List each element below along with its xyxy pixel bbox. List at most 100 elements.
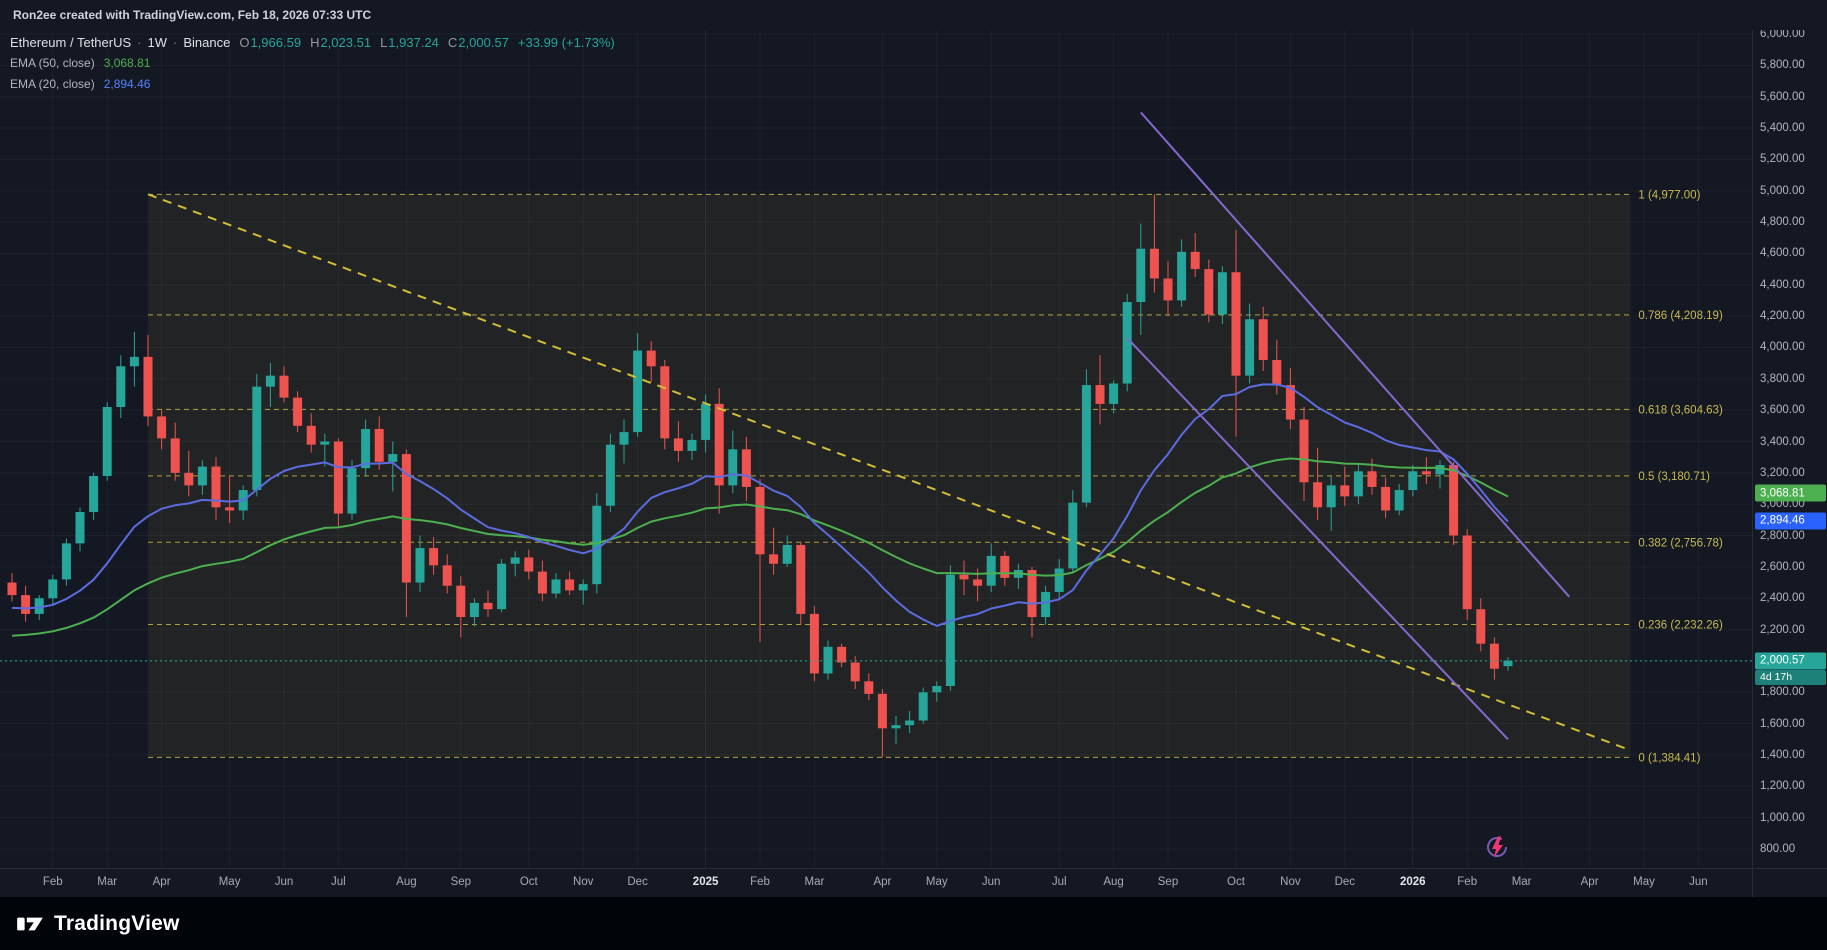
price-axis-label: 1,000.00 [1760, 811, 1805, 824]
candle [510, 557, 520, 564]
candle [565, 579, 575, 591]
price-axis-label: 3,600.00 [1760, 404, 1805, 417]
candle [1081, 385, 1091, 503]
candle [945, 574, 955, 686]
candle [891, 725, 901, 729]
axis-corner [1752, 868, 1827, 897]
candle [1054, 568, 1064, 592]
exchange[interactable]: Binance [183, 35, 231, 50]
indicator-ema20-value: 2,894.46 [103, 77, 151, 91]
candle [293, 397, 303, 426]
candle [333, 441, 343, 514]
indicator-ema20-label: EMA (20, close) [10, 77, 95, 91]
tradingview-logo[interactable]: TradingView [15, 909, 180, 939]
candle [75, 512, 85, 544]
candle [959, 574, 969, 580]
flash-icon[interactable] [1483, 833, 1511, 861]
time-axis-month-label: Apr [873, 876, 892, 888]
time-axis-month-label: Mar [1511, 876, 1532, 888]
bar-countdown-value: 4d 17h [1760, 671, 1793, 684]
candle [1231, 272, 1241, 376]
candle [1095, 385, 1105, 404]
legend: Ethereum / TetherUS · 1W · Binance O 1,9… [10, 35, 615, 98]
candle [279, 375, 289, 398]
time-axis-month-label: Jun [981, 876, 1001, 888]
candle [157, 416, 167, 439]
candle [388, 454, 398, 462]
candle [374, 428, 384, 462]
trendline-purple-upper[interactable] [1140, 111, 1570, 598]
indicator-ema50-label: EMA (50, close) [10, 56, 95, 70]
time-axis-month-label: Mar [804, 876, 825, 888]
time-axis-month-label: Jun [1689, 876, 1708, 888]
candle [21, 595, 31, 614]
candle [537, 571, 547, 594]
candle [1258, 319, 1268, 360]
fib-level-label: 0.5 (3,180.71) [1638, 471, 1710, 483]
time-axis-year-label: 2026 [1400, 876, 1426, 888]
price-change: +33.99 (+1.73%) [517, 35, 615, 50]
ema20-line[interactable] [11, 383, 1509, 627]
time-axis-month-label: Sep [1157, 876, 1179, 888]
price-axis[interactable]: 3,068.81 2,894.46 2,000.57 4d 17h 6,000.… [1752, 28, 1827, 868]
time-axis-month-label: Feb [42, 876, 63, 888]
candle [89, 475, 99, 513]
trendline-purple-lower[interactable] [1126, 337, 1509, 740]
price-axis-label: 5,400.00 [1760, 122, 1805, 135]
candle [456, 585, 466, 618]
last-price-badge-value: 2,000.57 [1760, 654, 1805, 667]
candle [701, 403, 711, 440]
candle [1449, 465, 1459, 536]
candle [347, 468, 357, 514]
chart-plot[interactable]: 1 (4,977.00) 0.786 (4,208.19) 0.618 (3,604… [0, 30, 1752, 868]
ema50-price-badge-value: 3,068.81 [1760, 487, 1805, 500]
attribution-bar: Ron2ee created with TradingView.com, Feb… [0, 0, 1827, 30]
candle [211, 466, 221, 508]
candle [918, 692, 928, 721]
interval[interactable]: 1W [147, 35, 168, 50]
time-axis-month-label: May [925, 876, 948, 888]
fib-level-label: 1 (4,977.00) [1638, 189, 1700, 201]
candle [1217, 272, 1227, 315]
fib-level-label: 0.382 (2,756.78) [1638, 537, 1723, 549]
ema50-price-badge: 3,068.81 [1755, 484, 1826, 502]
ema50-line[interactable] [11, 457, 1509, 637]
trendline-yellow-dashed[interactable] [147, 193, 1631, 752]
candle [1353, 471, 1363, 497]
indicator-ema20[interactable]: EMA (20, close) 2,894.46 [10, 77, 615, 95]
candle [687, 439, 697, 451]
fib-level-label: 0.236 (2,232.26) [1638, 620, 1723, 632]
fib-level-label: 0.618 (3,604.63) [1638, 404, 1723, 416]
candle [1435, 465, 1445, 475]
price-axis-label: 5,800.00 [1760, 59, 1805, 72]
indicator-ema50[interactable]: EMA (50, close) 3,068.81 [10, 56, 615, 74]
time-axis[interactable]: Feb Mar Apr May Jun Jul Aug Sep Oct Nov Dec 2025 Feb… [0, 868, 1752, 897]
candle [741, 449, 751, 487]
time-axis-month-label: Oct [519, 876, 538, 888]
candle [1408, 471, 1418, 491]
bar-countdown-badge: 4d 17h [1755, 669, 1826, 685]
time-axis-month-label: Jul [331, 876, 346, 888]
candle [265, 375, 275, 387]
candle [1122, 302, 1132, 384]
candle [1421, 471, 1431, 475]
price-axis-label: 1,200.00 [1760, 780, 1805, 793]
ema20-price-badge-value: 2,894.46 [1760, 514, 1805, 527]
time-axis-month-label: May [218, 876, 241, 888]
price-axis-label: 3,800.00 [1760, 372, 1805, 385]
fib-retracement[interactable]: 1 (4,977.00) 0.786 (4,208.19) 0.618 (3,604… [148, 189, 1723, 764]
price-axis-label: 5,600.00 [1760, 90, 1805, 103]
candle [143, 356, 153, 417]
time-axis-month-label: Aug [1103, 876, 1124, 888]
candle [796, 544, 806, 614]
candle [1340, 485, 1350, 497]
candle [1068, 502, 1078, 569]
candle [129, 356, 139, 367]
candle [646, 350, 656, 367]
symbol-name[interactable]: Ethereum / TetherUS [10, 35, 132, 50]
ema20-price-badge: 2,894.46 [1755, 512, 1826, 530]
price-axis-label: 3,200.00 [1760, 466, 1805, 479]
time-axis-month-label: Feb [1457, 876, 1478, 888]
candle [483, 602, 493, 610]
